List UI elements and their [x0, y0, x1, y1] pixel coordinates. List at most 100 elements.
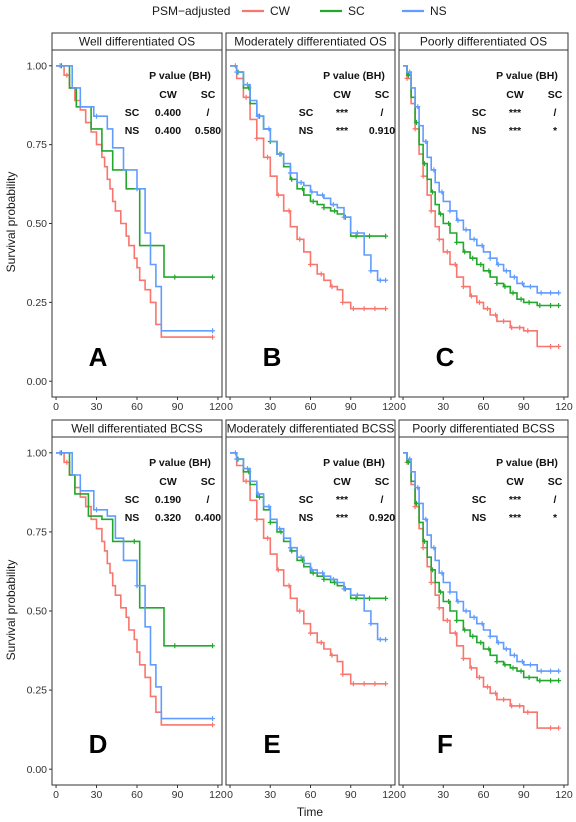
plot-area	[51, 436, 223, 786]
y-tick-label: 0.50	[27, 606, 48, 618]
series-group	[230, 63, 389, 312]
x-tick-label: 30	[264, 401, 276, 413]
censor-mark-cw	[548, 725, 554, 731]
pvalue-cell: /	[207, 107, 210, 119]
x-tick-label: 90	[518, 401, 530, 413]
censor-mark-cw	[254, 516, 260, 522]
censor-mark-sc	[383, 233, 389, 239]
censor-mark-cw	[329, 652, 335, 658]
censor-mark-ns	[298, 179, 304, 185]
censor-mark-sc	[510, 665, 516, 671]
censor-mark-sc	[299, 186, 305, 192]
censor-mark-sc	[430, 567, 436, 573]
censor-mark-sc	[383, 595, 389, 601]
pvalue-row-header: SC	[125, 494, 140, 506]
censor-mark-sc	[537, 303, 543, 309]
censor-mark-ns	[538, 668, 544, 674]
censor-mark-ns	[377, 636, 383, 642]
censor-mark-sc	[278, 529, 284, 535]
pvalue-cell: ***	[336, 512, 349, 524]
censor-mark-ns	[487, 633, 493, 639]
censor-mark-cw	[460, 284, 466, 290]
y-axis-title-bottom: Survival probability	[4, 560, 18, 661]
censor-mark-ns	[415, 104, 421, 110]
censor-mark-sc	[526, 674, 532, 680]
censor-mark-cw	[468, 665, 474, 671]
x-tick-label: 90	[172, 401, 184, 413]
pvalue-cell: 0.580	[195, 125, 221, 137]
censor-mark-sc	[210, 643, 216, 649]
censor-mark-cw	[517, 703, 523, 709]
censor-mark-sc	[131, 538, 137, 544]
censor-mark-cw	[297, 236, 303, 242]
censor-mark-sc	[494, 659, 500, 665]
censor-mark-sc	[367, 595, 373, 601]
censor-mark-cw	[525, 328, 531, 334]
pvalue-cell: *	[553, 512, 558, 524]
pvalue-cell: 0.400	[155, 125, 181, 137]
censor-mark-cw	[350, 306, 356, 312]
censor-mark-sc	[537, 678, 543, 684]
censor-mark-ns	[134, 186, 140, 192]
censor-mark-sc	[470, 633, 476, 639]
pvalue-cell: ***	[509, 512, 522, 524]
x-tick-label: 120	[555, 401, 573, 413]
censor-mark-sc	[210, 274, 216, 280]
censor-mark-ns	[277, 526, 283, 532]
censor-mark-cw	[243, 478, 249, 484]
censor-mark-sc	[486, 646, 492, 652]
pvalue-col-header: CW	[333, 476, 351, 488]
pvalue-cell: ***	[336, 107, 349, 119]
x-tick-label: 120	[382, 789, 400, 801]
censor-mark-cw	[436, 605, 442, 611]
panel-e: Moderately differentiated BCSS 0 30 60 90 120…	[225, 419, 400, 801]
pvalue-table: P value (BH) CW SC SC 0.400 / NS 0.400 0.580	[125, 70, 222, 137]
censor-mark-sc	[310, 198, 316, 204]
x-tick-label: 60	[478, 789, 490, 801]
y-tick-label: 0.75	[27, 139, 48, 151]
censor-mark-ns	[354, 230, 360, 236]
series-line-cw	[56, 452, 213, 726]
censor-mark-cw	[372, 306, 378, 312]
censor-mark-ns	[298, 554, 304, 560]
x-tick-label: 60	[478, 401, 490, 413]
censor-mark-cw	[493, 312, 499, 318]
censor-mark-ns	[431, 167, 437, 173]
censor-mark-cw	[340, 671, 346, 677]
censor-mark-ns	[244, 466, 250, 472]
pvalue-row-header: SC	[299, 107, 314, 119]
censor-mark-sc	[421, 538, 427, 544]
censor-mark-sc	[430, 189, 436, 195]
censor-mark-ns	[548, 290, 554, 296]
censor-mark-cw	[476, 299, 482, 305]
x-tick-label: 30	[91, 401, 103, 413]
censor-mark-ns	[94, 113, 100, 119]
legend: PSM−adjusted CW SC NS	[152, 4, 447, 18]
series-line-ns	[230, 65, 386, 282]
censor-mark-cw	[485, 306, 491, 312]
series-line-ns	[56, 452, 213, 720]
series-line-ns	[230, 452, 386, 641]
series-group	[56, 450, 216, 728]
y-axis-title-top: Survival probability	[4, 172, 18, 273]
censor-mark-sc	[332, 580, 338, 586]
censor-mark-cw	[254, 135, 260, 141]
y-tick-label: 1.00	[27, 60, 48, 72]
censor-mark-ns	[511, 274, 517, 280]
censor-mark-sc	[332, 208, 338, 214]
censor-mark-sc	[502, 284, 508, 290]
pvalue-cell: /	[554, 494, 557, 506]
pvalue-table-title: P value (BH)	[496, 70, 558, 82]
censor-mark-ns	[556, 668, 562, 674]
pvalue-table-title: P value (BH)	[149, 70, 211, 82]
censor-mark-cw	[265, 535, 271, 541]
censor-mark-sc	[478, 262, 484, 268]
x-tick-label: 30	[91, 789, 103, 801]
censor-mark-cw	[361, 306, 367, 312]
censor-mark-cw	[444, 249, 450, 255]
pvalue-table-title: P value (BH)	[496, 457, 558, 469]
pvalue-row-header: NS	[125, 125, 140, 137]
pvalue-row-header: SC	[125, 107, 140, 119]
